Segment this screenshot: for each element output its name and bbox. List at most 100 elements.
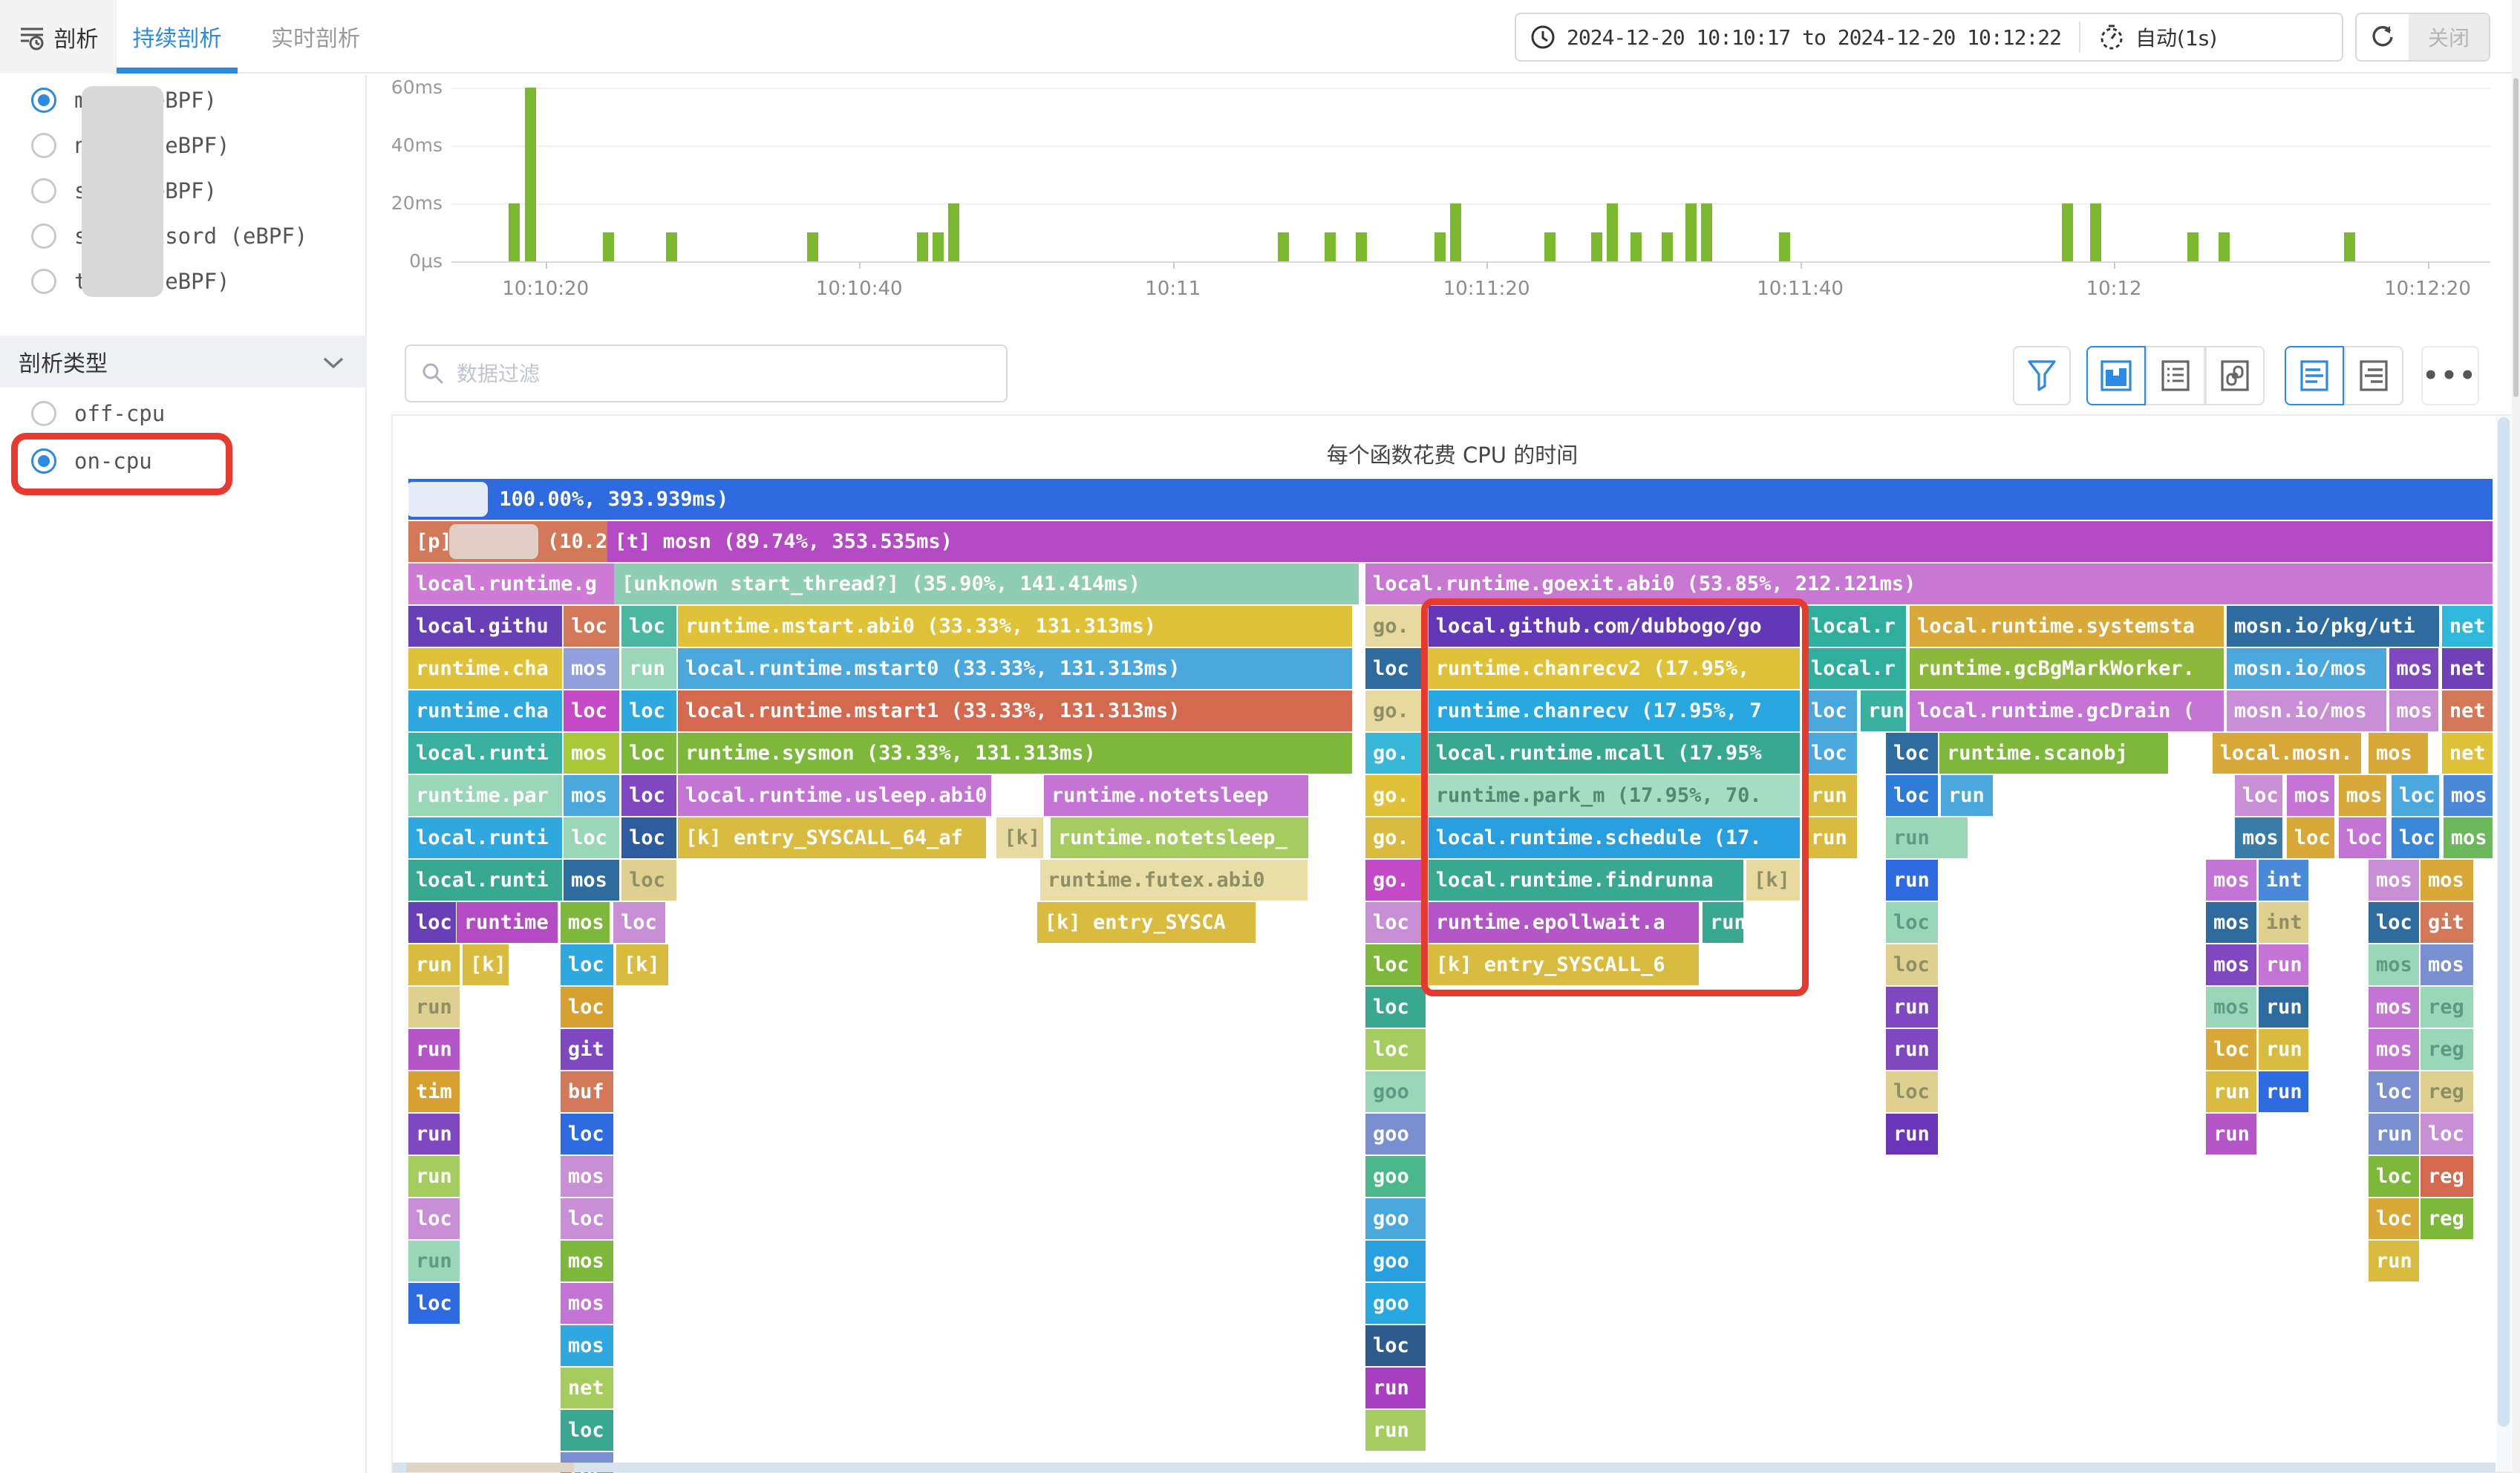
- flame-frame-cell[interactable]: net: [560, 1368, 613, 1408]
- flame-frame-cell[interactable]: reg: [2420, 1198, 2474, 1239]
- flame-frame-cell[interactable]: mos: [560, 1241, 613, 1281]
- flame-frame-cell[interactable]: loc: [2286, 817, 2334, 858]
- tab-realtime-profiling[interactable]: 实时剖析: [252, 0, 379, 72]
- flame-frame-cell[interactable]: run: [1886, 987, 1938, 1028]
- flame-frame-cell[interactable]: [k]: [996, 817, 1043, 858]
- more-options-button[interactable]: •••: [2421, 346, 2479, 405]
- flame-frame-cell[interactable]: mosn.io/pkg/uti: [2226, 606, 2439, 647]
- flame-frame-cell[interactable]: mos: [2368, 860, 2419, 901]
- flame-frame-cell[interactable]: int: [2258, 860, 2309, 901]
- flame-frame-cell[interactable]: mos: [2206, 860, 2257, 901]
- radio-icon[interactable]: [31, 223, 56, 249]
- scrollbar-thumb[interactable]: [406, 1463, 574, 1472]
- flame-frame-cell[interactable]: loc: [560, 944, 613, 985]
- flame-graph-view-button[interactable]: [2086, 346, 2146, 405]
- flame-frame-cell[interactable]: mos: [2420, 860, 2474, 901]
- flame-frame-cell[interactable]: loc: [2368, 902, 2419, 943]
- cpu-time-bar[interactable]: [2187, 232, 2199, 261]
- cpu-time-bar[interactable]: [603, 232, 615, 261]
- flame-frame-cell[interactable]: mos: [564, 648, 620, 689]
- flame-frame-cell[interactable]: go.: [1365, 733, 1426, 774]
- flame-frame-cell[interactable]: mosn.io/mos: [2226, 690, 2386, 731]
- flame-frame-cell[interactable]: mos: [2443, 817, 2493, 858]
- flame-frame-cell[interactable]: loc: [2368, 1156, 2419, 1197]
- flame-frame-cell[interactable]: [k] entry_SYSCA: [1037, 902, 1256, 943]
- process-radio-sudo-ebpf-[interactable]: sudo (eBPF): [0, 170, 367, 212]
- radio-icon[interactable]: [31, 178, 56, 203]
- flame-frame-cell[interactable]: tim: [408, 1071, 460, 1112]
- flame-frame-cell[interactable]: go.: [1365, 690, 1426, 731]
- flame-frame-cell[interactable]: loc: [621, 817, 677, 858]
- flame-frame-cell[interactable]: loc: [560, 1410, 613, 1451]
- flame-frame-cell[interactable]: mos: [2389, 648, 2438, 689]
- flame-frame-cell[interactable]: git: [560, 1029, 613, 1070]
- flame-frame-cell[interactable]: go.: [1365, 775, 1426, 816]
- flame-frame-cell[interactable]: loc: [2338, 817, 2386, 858]
- flame-frame-cell[interactable]: mos: [2338, 775, 2386, 816]
- flame-frame-cell[interactable]: loc: [564, 606, 620, 647]
- cpu-time-bar[interactable]: [932, 232, 944, 261]
- flame-frame-cell[interactable]: run: [408, 987, 460, 1028]
- cpu-time-bar[interactable]: [806, 232, 818, 261]
- flame-frame-cell[interactable]: loc: [408, 902, 457, 943]
- flame-frame-cell[interactable]: mos: [564, 775, 620, 816]
- flame-frame-cell[interactable]: run: [1804, 775, 1857, 816]
- cpu-time-bar[interactable]: [2089, 203, 2101, 261]
- flame-frame-cell[interactable]: runtime.cha: [408, 690, 562, 731]
- flame-frame-cell[interactable]: run: [1886, 1029, 1938, 1070]
- flame-frame-cell[interactable]: loc: [2368, 1198, 2419, 1239]
- flame-frame-cell[interactable]: loc: [408, 1283, 460, 1324]
- flame-frame-cell[interactable]: run: [621, 648, 677, 689]
- flame-frame-cell[interactable]: goo: [1365, 1071, 1426, 1112]
- radio-icon[interactable]: [31, 269, 56, 294]
- flame-frame-cell[interactable]: local.runti: [408, 733, 562, 774]
- cpu-time-bar[interactable]: [1590, 232, 1602, 261]
- flame-frame-cell[interactable]: run: [408, 1241, 460, 1281]
- flame-frame-cell[interactable]: int: [2258, 902, 2309, 943]
- cpu-time-bar[interactable]: [509, 203, 520, 261]
- align-right-lines-button[interactable]: [2344, 346, 2403, 405]
- flame-frame-cell[interactable]: runtime.notetsleep: [1043, 775, 1308, 816]
- flame-frame-cell[interactable]: loc: [2206, 1029, 2257, 1070]
- flame-frame-cell[interactable]: loc: [2368, 1071, 2419, 1112]
- flame-frame-cell[interactable]: loc: [1365, 944, 1426, 985]
- flame-frame-cell[interactable]: goo: [1365, 1114, 1426, 1154]
- flame-frame-cell[interactable]: loc: [2391, 817, 2439, 858]
- cpu-time-bar[interactable]: [524, 88, 536, 261]
- cpu-time-bar[interactable]: [1700, 203, 1712, 261]
- profile-type-radio-off-cpu[interactable]: off-cpu: [0, 393, 367, 434]
- flame-frame-cell[interactable]: local.runtime.schedule (17.: [1428, 817, 1800, 858]
- flame-frame-cell[interactable]: run: [408, 1029, 460, 1070]
- profile-type-section-header[interactable]: 剖析类型: [0, 336, 367, 388]
- flame-frame-cell[interactable]: local.r: [1804, 606, 1907, 647]
- cpu-time-bar[interactable]: [1356, 232, 1368, 261]
- flame-frame-cell[interactable]: runtime.scanobj: [1939, 733, 2168, 774]
- align-left-lines-button[interactable]: [2285, 346, 2344, 405]
- flame-frame-cell[interactable]: run: [2206, 1114, 2257, 1154]
- flame-frame-cell[interactable]: mos: [560, 902, 610, 943]
- flame-frame-cell[interactable]: local.runtime.mstart1 (33.33%, 131.313ms…: [678, 690, 1352, 731]
- flame-frame-cell[interactable]: loc: [1886, 775, 1938, 816]
- flame-frame-cell[interactable]: local.runti: [408, 860, 562, 901]
- cpu-time-bar[interactable]: [2061, 203, 2073, 261]
- flame-frame-cell[interactable]: loc: [1365, 1029, 1426, 1070]
- flame-frame-cell[interactable]: [k]: [616, 944, 669, 985]
- flame-frame-cell[interactable]: local.runtime.gcDrain (: [1910, 690, 2224, 731]
- cpu-time-bar[interactable]: [1607, 203, 1619, 261]
- flame-frame-cell[interactable]: runtime.par: [408, 775, 562, 816]
- radio-selected-icon[interactable]: [31, 88, 56, 113]
- flame-frame-cell[interactable]: loc: [564, 817, 620, 858]
- flame-frame-cell[interactable]: run: [1886, 817, 1968, 858]
- cpu-time-bar[interactable]: [947, 203, 959, 261]
- cpu-time-bar[interactable]: [1685, 203, 1697, 261]
- flame-frame-cell[interactable]: run: [2258, 1071, 2309, 1112]
- flame-frame-cell[interactable]: reg: [2420, 1071, 2474, 1112]
- refresh-button[interactable]: [2357, 14, 2409, 60]
- flame-frame-cell[interactable]: loc: [408, 1198, 460, 1239]
- flame-frame-cell[interactable]: mos: [560, 1283, 613, 1324]
- flame-frame-cell[interactable]: local.runtime.goexit.abi0 (53.85%, 212.1…: [1365, 564, 2493, 604]
- flame-frame-cell[interactable]: loc: [613, 902, 665, 943]
- flame-frame-cell[interactable]: local.r: [1804, 648, 1907, 689]
- cpu-time-bar[interactable]: [1434, 232, 1446, 261]
- profile-type-radio-on-cpu[interactable]: on-cpu: [0, 440, 367, 482]
